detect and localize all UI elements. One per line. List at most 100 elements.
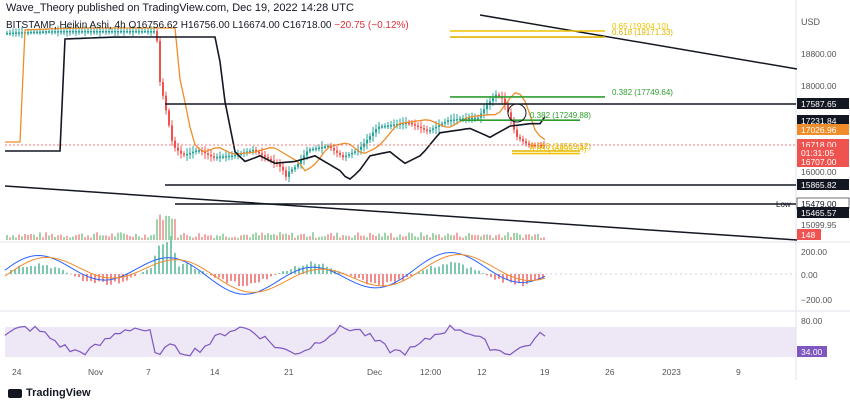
candle — [54, 31, 56, 33]
volume-bar — [237, 237, 239, 240]
macd-histogram-bar — [14, 269, 16, 274]
volume-bar — [285, 233, 287, 240]
macd-histogram-bar — [398, 274, 400, 280]
volume-bar — [312, 232, 314, 240]
macd-histogram-bar — [126, 274, 128, 281]
volume-bar — [267, 233, 269, 240]
macd-histogram-bar — [542, 274, 544, 279]
candle — [324, 146, 326, 148]
macd-histogram-bar — [286, 270, 288, 274]
volume-bar — [402, 236, 404, 240]
volume-bar — [315, 237, 317, 240]
candle — [303, 155, 305, 160]
volume-bar — [141, 237, 143, 240]
volume-bar — [333, 235, 335, 240]
macd-histogram-bar — [458, 262, 460, 274]
volume-bar — [477, 235, 479, 240]
macd-histogram-bar — [350, 274, 352, 276]
candle — [489, 101, 491, 105]
time-axis-tick: 19 — [540, 367, 550, 377]
volume-bar — [360, 235, 362, 240]
volume-bar — [102, 235, 104, 240]
candle — [348, 154, 350, 156]
volume-bar — [261, 232, 263, 240]
volume-bar — [504, 235, 506, 240]
volume-bar — [288, 234, 290, 240]
macd-histogram-bar — [474, 270, 476, 274]
macd-histogram-bar — [454, 262, 456, 274]
macd-histogram-bar — [242, 274, 244, 287]
volume-bar — [225, 236, 227, 240]
candle — [129, 31, 131, 33]
volume-bar — [210, 235, 212, 240]
macd-histogram-bar — [354, 274, 356, 279]
macd-histogram-bar — [258, 274, 260, 283]
volume-bar — [81, 233, 83, 240]
candle — [57, 31, 59, 33]
volume-bar — [162, 219, 164, 240]
candle — [225, 156, 227, 158]
volume-bar — [495, 235, 497, 240]
volume-bar — [183, 232, 185, 240]
volume-bar — [204, 234, 206, 240]
macd-histogram-bar — [462, 264, 464, 274]
candle — [291, 169, 293, 172]
candle — [297, 163, 299, 168]
macd-axis-tick: −200.00 — [801, 295, 832, 305]
price-label-box — [797, 98, 849, 109]
candle — [321, 146, 323, 149]
volume-bar — [516, 232, 518, 240]
macd-histogram-bar — [226, 274, 228, 283]
volume-bar — [255, 232, 257, 240]
volume-bar — [216, 235, 218, 240]
candle — [48, 31, 50, 33]
candle — [525, 141, 527, 144]
volume-bar — [297, 235, 299, 240]
candle — [363, 143, 365, 147]
volume-bar — [159, 214, 161, 240]
candle — [252, 149, 254, 152]
volume-bar — [417, 237, 419, 240]
volume-bar — [240, 235, 242, 240]
volume-bar — [123, 233, 125, 240]
volume-bar — [381, 236, 383, 240]
macd-histogram-bar — [314, 263, 316, 274]
candle — [87, 31, 89, 33]
candle — [399, 123, 401, 126]
change-value: −20.75 (−0.12%) — [334, 20, 409, 31]
candle — [36, 31, 38, 34]
macd-histogram-bar — [366, 274, 368, 285]
rsi-axis-tick: 80.00 — [801, 316, 823, 326]
macd-histogram-bar — [494, 274, 496, 280]
volume-bar — [228, 237, 230, 240]
volume-bar — [444, 235, 446, 240]
candle — [39, 31, 41, 34]
macd-histogram-bar — [302, 265, 304, 274]
candle — [390, 124, 392, 127]
macd-histogram-bar — [410, 274, 412, 277]
macd-histogram-bar — [370, 274, 372, 283]
price-label: 15465.57 — [801, 208, 837, 218]
volume-bar — [126, 234, 128, 240]
time-axis-tick: 24 — [12, 367, 22, 377]
candle — [180, 150, 182, 154]
volume-bar — [279, 232, 281, 240]
price-axis-tick: 15099.95 — [801, 220, 837, 230]
volume-bar — [468, 233, 470, 240]
macd-histogram-bar — [282, 271, 284, 274]
volume-bar — [129, 236, 131, 240]
macd-histogram-bar — [26, 266, 28, 274]
candle — [294, 167, 296, 170]
macd-histogram-bar — [442, 264, 444, 274]
candle — [120, 31, 122, 33]
volume-bar — [111, 233, 113, 240]
volume-bar — [33, 234, 35, 240]
time-axis-tick: Nov — [88, 367, 104, 377]
volume-bar — [423, 235, 425, 240]
candle — [309, 149, 311, 152]
candle — [159, 40, 161, 82]
candle — [114, 31, 116, 33]
candle — [432, 128, 434, 131]
macd-histogram-bar — [498, 274, 500, 279]
